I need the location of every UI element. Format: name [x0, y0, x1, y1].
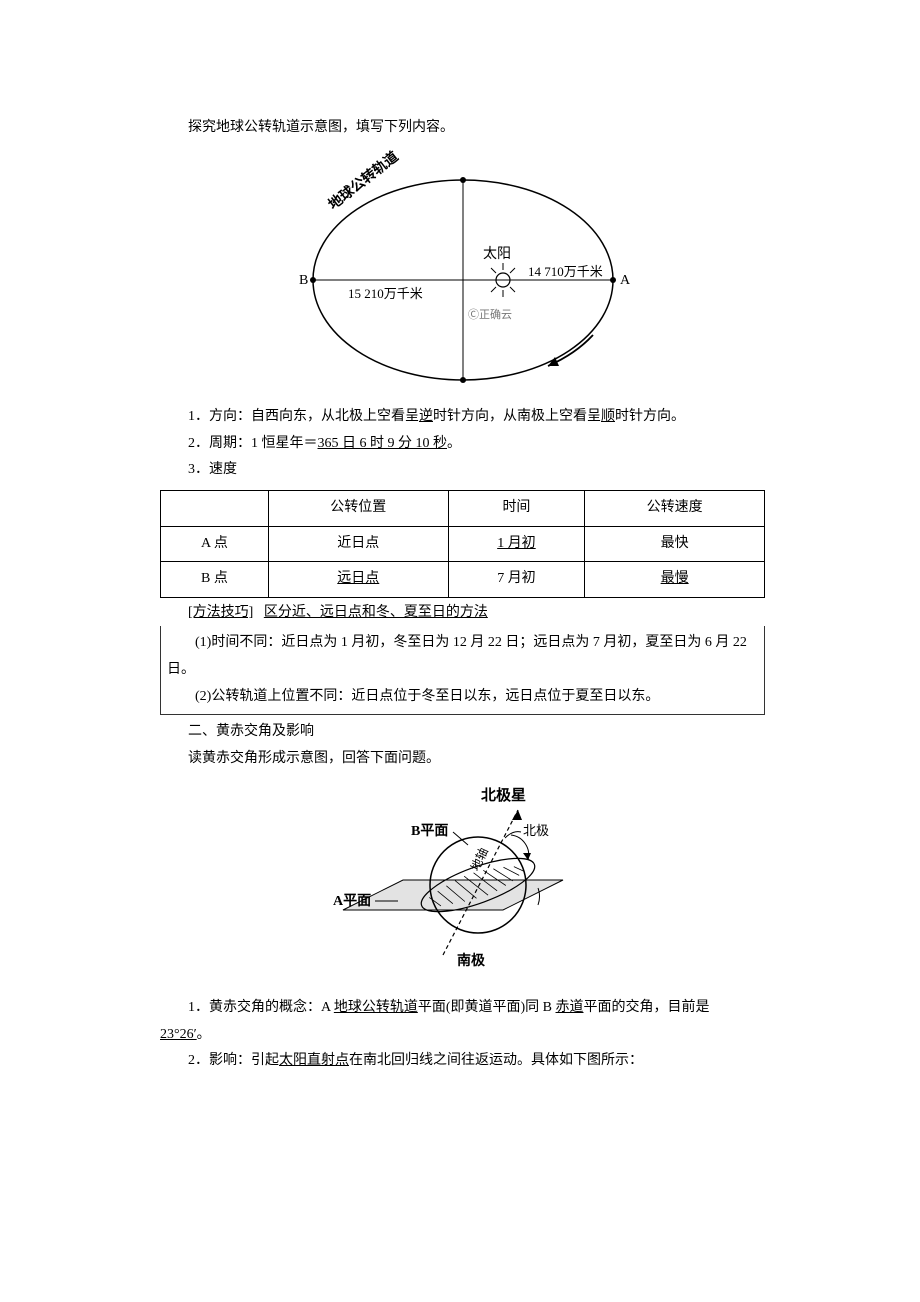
speed-line: 3．速度 — [160, 457, 765, 484]
orbit-figure: A B 太阳 14 710万千米 15 210万千米 Ⓒ正确云 — [160, 150, 765, 401]
point-a-label: A — [620, 273, 631, 288]
sun-label: 太阳 — [483, 246, 511, 262]
effect-prefix: 2．影响：引起 — [188, 1053, 279, 1068]
direction-prefix: 1．方向：自西向东，从北极上空看呈 — [188, 409, 419, 424]
polaris-label: 北极星 — [481, 786, 526, 804]
direction-line: 1．方向：自西向东，从北极上空看呈逆时针方向，从南极上空看呈顺时针方向。 — [160, 404, 765, 431]
method-title: 区分近、远日点和冬、夏至日的方法 — [264, 605, 488, 620]
s-pole-label: 南极 — [457, 952, 486, 969]
th-time: 时间 — [448, 490, 585, 526]
tip-p2: (2)公转轨道上位置不同：近日点位于冬至日以东，远日点位于夏至日以东。 — [167, 684, 758, 711]
table-row: A 点 近日点 1 月初 最快 — [161, 526, 765, 562]
angle-figure: A平面 北极星 B平面 — [160, 780, 765, 991]
section2-intro: 读黄赤交角形成示意图，回答下面问题。 — [160, 746, 765, 773]
concept-mid2: 平面的交角，目前是 — [584, 1000, 710, 1015]
a-plane-label: A平面 — [333, 893, 371, 909]
effect-u: 太阳直射点 — [279, 1053, 349, 1068]
row-a-pos: 近日点 — [268, 526, 448, 562]
direction-u2: 顺 — [601, 409, 615, 424]
section2-title: 二、黄赤交角及影响 — [160, 719, 765, 746]
method-label: [方法技巧] — [188, 605, 253, 620]
table-row: B 点 远日点 7 月初 最慢 — [161, 562, 765, 598]
direction-u1: 逆 — [419, 409, 433, 424]
concept-suffix: 。 — [197, 1027, 211, 1042]
row-a-speed: 最快 — [585, 526, 765, 562]
period-line: 2．周期：1 恒星年＝365 日 6 时 9 分 10 秒。 — [160, 431, 765, 458]
row-b-time: 7 月初 — [448, 562, 585, 598]
concept-mid1: 平面(即黄道平面)同 B — [418, 1000, 556, 1015]
axis-label: 地轴 — [467, 845, 491, 873]
intro-text: 探究地球公转轨道示意图，填写下列内容。 — [160, 115, 765, 142]
period-suffix: 。 — [447, 436, 461, 451]
concept-line: 1．黄赤交角的概念：A 地球公转轨道平面(即黄道平面)同 B 赤道平面的交角，目… — [160, 995, 765, 1022]
th-speed: 公转速度 — [585, 490, 765, 526]
n-pole-label: 北极 — [523, 823, 549, 838]
effect-suffix: 在南北回归线之间往返运动。具体如下图所示： — [349, 1053, 643, 1068]
row-a-label: A 点 — [161, 526, 269, 562]
concept-u1: 地球公转轨道 — [334, 1000, 418, 1015]
b-plane-label: B平面 — [411, 823, 448, 839]
th-pos: 公转位置 — [268, 490, 448, 526]
speed-table: 公转位置 时间 公转速度 A 点 近日点 1 月初 最快 B 点 远日点 7 月… — [160, 490, 765, 598]
concept-line2: 23°26′。 — [160, 1022, 765, 1049]
th-blank — [161, 490, 269, 526]
concept-u2: 赤道 — [556, 1000, 584, 1015]
orbit-path-label: 地球公转轨道 — [324, 150, 401, 213]
period-u: 365 日 6 时 9 分 10 秒 — [318, 436, 448, 451]
row-b-speed: 最慢 — [585, 562, 765, 598]
concept-u3: 23°26′ — [160, 1027, 197, 1042]
dist-far-label: 15 210万千米 — [348, 286, 423, 301]
tip-p1: (1)时间不同：近日点为 1 月初，冬至日为 12 月 22 日；远日点为 7 … — [167, 630, 758, 683]
period-prefix: 2．周期：1 恒星年＝ — [188, 436, 318, 451]
row-a-time: 1 月初 — [448, 526, 585, 562]
direction-mid: 时针方向，从南极上空看呈 — [433, 409, 601, 424]
method-heading: [方法技巧] 区分近、远日点和冬、夏至日的方法 — [160, 600, 765, 627]
effect-line: 2．影响：引起太阳直射点在南北回归线之间往返运动。具体如下图所示： — [160, 1048, 765, 1075]
point-b-label: B — [299, 273, 308, 288]
concept-prefix: 1．黄赤交角的概念：A — [188, 1000, 334, 1015]
watermark-text: Ⓒ正确云 — [468, 308, 512, 321]
dist-near-label: 14 710万千米 — [528, 264, 603, 279]
row-b-label: B 点 — [161, 562, 269, 598]
row-b-pos: 远日点 — [268, 562, 448, 598]
tip-box: (1)时间不同：近日点为 1 月初，冬至日为 12 月 22 日；远日点为 7 … — [160, 626, 765, 715]
direction-suffix: 时针方向。 — [615, 409, 685, 424]
